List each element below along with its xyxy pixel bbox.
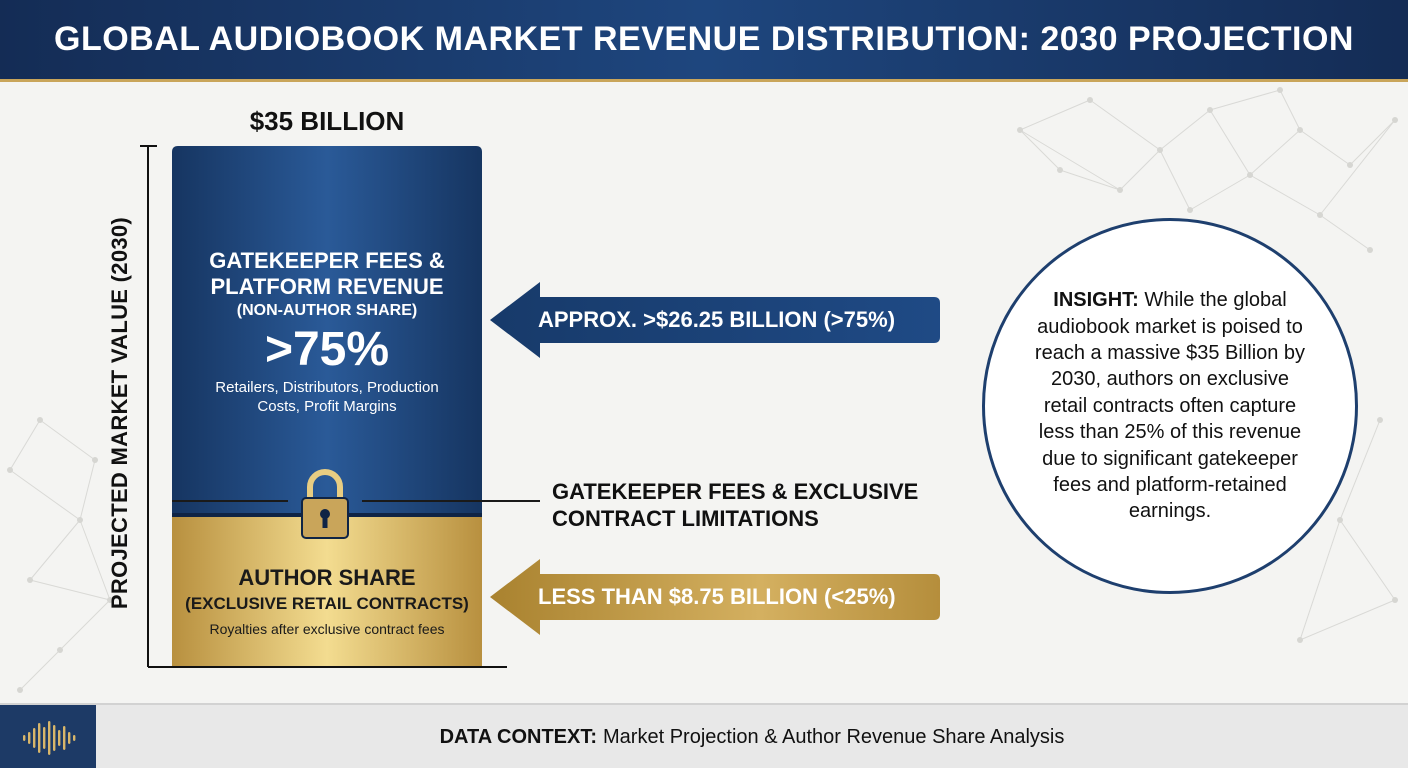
author-segment-subtitle: (EXCLUSIVE RETAIL CONTRACTS) [185, 594, 469, 613]
gatekeeper-segment-detail: Retailers, Distributors, Production Cost… [215, 379, 439, 415]
divider-annotation-line-1: GATEKEEPER FEES & EXCLUSIVE [552, 479, 919, 504]
gatekeeper-segment-subtitle: (NON-AUTHOR SHARE) [236, 302, 418, 319]
insight-key: INSIGHT: [1053, 289, 1139, 312]
gatekeeper-share-percent: >75% [264, 323, 390, 376]
data-context-text: Market Projection & Author Revenue Share… [603, 726, 1065, 748]
total-value-label: $35 BILLION [249, 106, 405, 136]
divider-annotation-line-2: CONTRACT LIMITATIONS [552, 506, 819, 531]
author-segment-detail: Royalties after exclusive contract fees [209, 621, 445, 637]
header-bar: GLOBAL AUDIOBOOK MARKET REVENUE DISTRIBU… [0, 0, 1408, 82]
data-context-key: DATA CONTEXT: [439, 726, 598, 748]
gatekeeper-segment-text: GATEKEEPER FEES & PLATFORM REVENUE (NON-… [172, 248, 482, 416]
gatekeeper-callout-label: APPROX. >$26.25 BILLION (>75%) [538, 307, 896, 332]
soundwave-logo-icon [0, 705, 96, 768]
author-segment-title: AUTHOR SHARE [238, 565, 416, 590]
page-title: GLOBAL AUDIOBOOK MARKET REVENUE DISTRIBU… [54, 20, 1354, 58]
gatekeeper-segment-title: GATEKEEPER FEES & PLATFORM REVENUE [209, 248, 445, 299]
insight-body: While the global audiobook market is poi… [1034, 289, 1306, 523]
author-segment-text: AUTHOR SHARE (EXCLUSIVE RETAIL CONTRACTS… [172, 564, 482, 642]
data-context: DATA CONTEXT: Market Projection & Author… [96, 705, 1408, 768]
author-callout-label: LESS THAN $8.75 BILLION (<25%) [538, 584, 896, 609]
footer-bar: DATA CONTEXT: Market Projection & Author… [0, 703, 1408, 768]
insight-text: INSIGHT: While the global audiobook mark… [1030, 287, 1310, 525]
divider-annotation: GATEKEEPER FEES & EXCLUSIVE CONTRACT LIM… [552, 478, 918, 532]
y-axis-label: PROJECTED MARKET VALUE (2030) [107, 216, 132, 610]
insight-circle: INSIGHT: While the global audiobook mark… [982, 218, 1358, 594]
